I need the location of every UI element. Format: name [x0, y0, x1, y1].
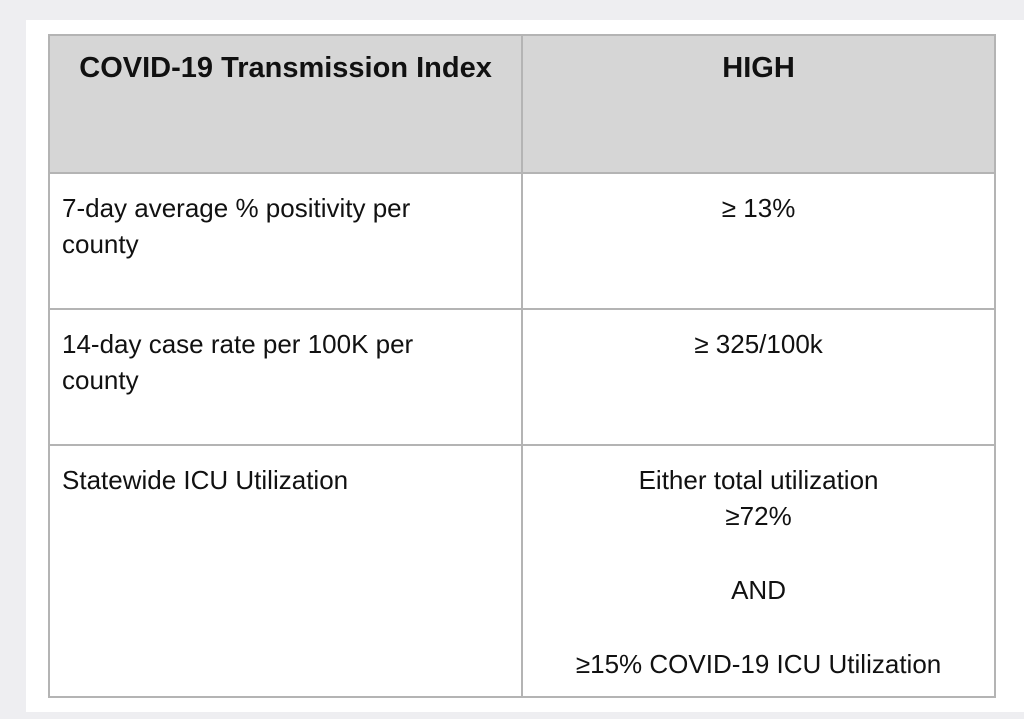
threshold-icu-utilization: Either total utilization ≥72% AND ≥15% C…	[521, 444, 996, 698]
document-page: COVID-19 Transmission Index HIGH 7-day a…	[26, 20, 1024, 712]
icu-total-utilization-text: Either total utilization	[638, 465, 879, 495]
threshold-positivity: ≥ 13%	[521, 172, 996, 310]
metric-positivity: 7-day average % positivity per county	[47, 172, 524, 310]
threshold-case-rate: ≥ 325/100k	[521, 308, 996, 446]
icu-and-connector: AND	[731, 575, 786, 605]
table-row: 7-day average % positivity per county ≥ …	[47, 172, 996, 310]
metric-icu-utilization: Statewide ICU Utilization	[47, 444, 524, 698]
header-high: HIGH	[521, 34, 996, 174]
table-row: 14-day case rate per 100K per county ≥ 3…	[47, 308, 996, 446]
transmission-index-table: COVID-19 Transmission Index HIGH 7-day a…	[47, 34, 996, 698]
table-header-row: COVID-19 Transmission Index HIGH	[47, 34, 996, 174]
metric-case-rate: 14-day case rate per 100K per county	[47, 308, 524, 446]
icu-covid-utilization: ≥15% COVID-19 ICU Utilization	[575, 649, 942, 679]
table-row: Statewide ICU Utilization Either total u…	[47, 444, 996, 698]
icu-total-utilization-value: ≥72%	[725, 501, 792, 531]
header-transmission-index: COVID-19 Transmission Index	[47, 34, 524, 174]
